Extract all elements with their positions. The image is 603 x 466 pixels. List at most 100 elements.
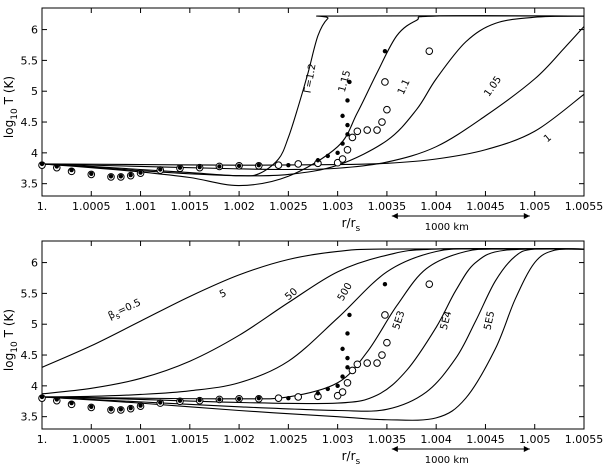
x-tick-label: 1.0055 [565, 433, 603, 446]
data-point-open [353, 360, 362, 369]
data-point-open [274, 394, 283, 402]
x-tick-label: 1.0025 [269, 200, 308, 213]
data-point-filled [138, 170, 143, 175]
x-axis-label: r/rs [342, 449, 361, 466]
data-point-open [338, 155, 347, 163]
data-point-filled [345, 122, 350, 128]
series-label: 50 [283, 286, 300, 303]
x-tick-label: 1.0035 [368, 433, 407, 446]
data-point-filled [345, 355, 350, 361]
y-axis-label: log10T (K) [2, 309, 20, 371]
series-label: 5E5 [483, 310, 498, 331]
data-point-filled [340, 113, 345, 119]
data-point-open [425, 47, 434, 55]
data-point-open [343, 378, 352, 387]
data-point-open [348, 133, 357, 142]
y-tick-label: 5.5 [21, 287, 39, 300]
data-point-open [383, 105, 391, 114]
data-point-filled [335, 150, 340, 156]
x-tick-label: 1.005 [519, 433, 551, 446]
data-point-filled [128, 405, 133, 411]
data-point-open [373, 359, 381, 367]
data-point-filled [345, 98, 350, 103]
data-point-filled [345, 365, 350, 370]
series-label: Γ=1.2 [303, 63, 319, 94]
series-line [42, 15, 584, 177]
data-point-open [363, 126, 372, 134]
data-point-filled [177, 398, 183, 403]
data-point-open [383, 338, 391, 347]
x-tick-label: 1.001 [125, 433, 157, 446]
y-axis-label: log10T (K) [2, 76, 20, 138]
series-line [42, 247, 584, 412]
data-point-open [378, 118, 386, 126]
data-point-filled [69, 167, 74, 173]
data-point-filled [236, 163, 242, 168]
x-tick-label: 1.0015 [171, 433, 210, 446]
data-point-filled [128, 172, 133, 178]
data-point-filled [340, 141, 345, 146]
data-point-open [363, 359, 372, 367]
series-line [42, 248, 584, 405]
plot-frame [41, 240, 585, 430]
x-tick-label: 1.0045 [466, 433, 505, 446]
x-tick-label: 1.005 [519, 200, 551, 213]
data-point-filled [118, 174, 124, 179]
x-tick-label: 1.0025 [269, 433, 308, 446]
series-line [42, 248, 584, 368]
scale-bar-label: 1000 km [425, 222, 469, 233]
series-line [42, 15, 584, 177]
series-label: 5E3 [391, 310, 407, 332]
data-point-open [294, 393, 303, 401]
data-point-filled [325, 386, 330, 392]
x-tick-label: 1.004 [420, 200, 452, 213]
y-tick-label: 5 [31, 85, 38, 98]
data-point-open [378, 351, 386, 359]
x-tick-label: 1.002 [223, 433, 255, 446]
data-point-filled [69, 400, 74, 406]
scale-bar: 1000 km [391, 446, 530, 466]
data-point-open [381, 311, 389, 319]
data-point-filled [217, 164, 222, 169]
data-point-open [353, 127, 362, 136]
data-point-filled [108, 174, 114, 179]
data-point-open [425, 280, 434, 288]
data-point-filled [382, 281, 388, 287]
data-point-filled [158, 400, 163, 405]
data-point-filled [345, 132, 350, 137]
y-tick-label: 3.5 [21, 411, 39, 424]
data-point-filled [108, 407, 114, 412]
data-point-open [373, 126, 381, 134]
y-tick-label: 5.5 [21, 54, 39, 67]
chart-panel-1: 1. 1.0005 1.001 1.0015 1.002 1.0025 1.003 1.003… [2, 7, 603, 234]
y-tick-label: 5 [31, 318, 38, 331]
data-point-open [333, 391, 342, 400]
data-point-filled [236, 396, 242, 401]
data-point-open [348, 366, 357, 375]
x-tick-label: 1.0005 [72, 200, 111, 213]
data-point-filled [286, 162, 291, 168]
data-point-filled [325, 153, 330, 159]
data-point-filled [197, 397, 202, 403]
y-tick-label: 4 [31, 147, 38, 160]
series-label: 5E4 [439, 310, 455, 331]
x-tick-label: 1.003 [322, 200, 354, 213]
data-point-open [343, 145, 352, 154]
series-label: 5 [218, 288, 228, 301]
data-point-open [294, 160, 303, 168]
scale-bar-label: 1000 km [425, 455, 469, 466]
data-point-filled [89, 404, 94, 410]
data-point-filled [197, 164, 202, 170]
series-line [42, 26, 584, 171]
data-point-filled [118, 407, 124, 412]
series-label: 1.1 [396, 78, 413, 97]
series-line [42, 248, 584, 421]
data-point-filled [347, 79, 352, 85]
data-point-open [274, 161, 283, 169]
data-point-filled [335, 383, 340, 389]
series-line [42, 248, 584, 400]
data-point-filled [315, 158, 321, 163]
scale-bar: 1000 km [391, 213, 530, 233]
y-tick-label: 6 [31, 257, 38, 270]
